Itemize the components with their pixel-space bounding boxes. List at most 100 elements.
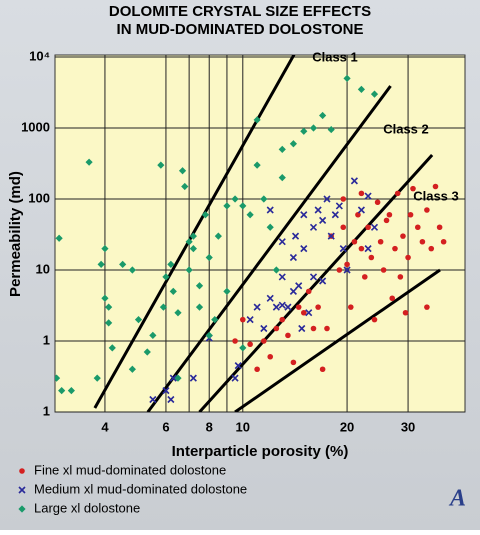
point xyxy=(267,353,274,360)
legend-label: Medium xl mud-dominated dolostone xyxy=(34,481,247,496)
point xyxy=(309,124,318,132)
point xyxy=(105,303,113,311)
point xyxy=(289,253,297,262)
point xyxy=(67,387,75,395)
class-label: Class 1 xyxy=(312,49,358,64)
point xyxy=(162,387,170,395)
point xyxy=(339,245,347,253)
point xyxy=(392,245,398,252)
point xyxy=(162,273,170,281)
point xyxy=(327,232,335,240)
point xyxy=(305,309,313,317)
point xyxy=(310,325,317,332)
point xyxy=(253,303,261,311)
point xyxy=(358,190,365,197)
point xyxy=(231,374,239,382)
point xyxy=(364,245,372,253)
point xyxy=(315,304,321,310)
class-boundary xyxy=(234,268,441,412)
point xyxy=(331,211,339,219)
point xyxy=(402,309,409,316)
point xyxy=(361,274,368,280)
point xyxy=(185,238,193,246)
point xyxy=(424,304,430,310)
point xyxy=(300,309,307,316)
point xyxy=(272,266,280,274)
point xyxy=(253,161,261,169)
point xyxy=(343,74,351,82)
point xyxy=(370,90,379,98)
point xyxy=(239,344,247,352)
point xyxy=(319,111,327,120)
x-axis-label: Interparticle porosity (%) xyxy=(172,443,349,460)
point xyxy=(340,196,347,202)
class-boundary xyxy=(198,153,434,412)
point xyxy=(232,338,238,344)
legend-marker xyxy=(18,505,26,513)
point xyxy=(272,303,280,311)
point xyxy=(260,195,268,203)
point xyxy=(364,192,372,200)
point xyxy=(101,294,109,302)
point xyxy=(128,266,136,274)
point xyxy=(305,288,312,295)
class-label: Class 2 xyxy=(383,121,429,136)
point xyxy=(167,260,175,268)
point xyxy=(223,287,231,295)
y-tick-label: 1000 xyxy=(21,119,50,134)
point xyxy=(300,211,308,219)
point xyxy=(440,238,447,245)
point xyxy=(400,233,406,239)
point xyxy=(284,303,292,311)
point xyxy=(279,316,286,323)
point xyxy=(428,245,435,252)
point xyxy=(344,261,350,268)
y-tick-label: 10⁴ xyxy=(29,48,50,63)
point xyxy=(365,224,371,231)
point xyxy=(214,232,222,240)
point xyxy=(205,253,213,262)
point xyxy=(414,224,421,231)
point xyxy=(410,185,416,192)
point xyxy=(97,260,105,268)
point xyxy=(169,374,177,382)
point xyxy=(291,232,300,240)
point xyxy=(105,319,113,327)
point xyxy=(295,304,302,310)
point xyxy=(58,387,66,395)
point xyxy=(231,195,239,203)
point xyxy=(419,238,426,245)
x-tick-label: 20 xyxy=(340,419,354,434)
point xyxy=(380,267,387,273)
legend-label: Fine xl mud-dominated dolostone xyxy=(34,462,226,477)
point xyxy=(298,324,306,333)
point xyxy=(407,211,414,218)
point xyxy=(174,309,182,317)
point xyxy=(389,295,396,302)
point xyxy=(181,182,189,191)
point xyxy=(394,190,401,197)
point xyxy=(157,161,165,169)
point xyxy=(405,254,411,261)
point xyxy=(169,287,177,295)
point xyxy=(195,303,204,311)
point xyxy=(246,316,254,324)
class-boundary xyxy=(146,85,392,412)
point xyxy=(266,294,274,302)
point xyxy=(246,211,254,219)
point xyxy=(370,223,379,231)
point xyxy=(319,366,326,373)
point xyxy=(143,348,151,356)
point xyxy=(134,316,143,324)
chart-title: IN MUD-DOMINATED DOLOSTONE xyxy=(117,21,364,38)
point xyxy=(374,199,381,206)
point xyxy=(278,301,286,309)
y-tick-label: 10 xyxy=(36,261,50,276)
point xyxy=(201,211,210,219)
point xyxy=(261,338,267,344)
point xyxy=(383,217,390,224)
point xyxy=(278,174,286,182)
point xyxy=(314,206,322,214)
point xyxy=(195,282,204,290)
point xyxy=(149,331,157,339)
